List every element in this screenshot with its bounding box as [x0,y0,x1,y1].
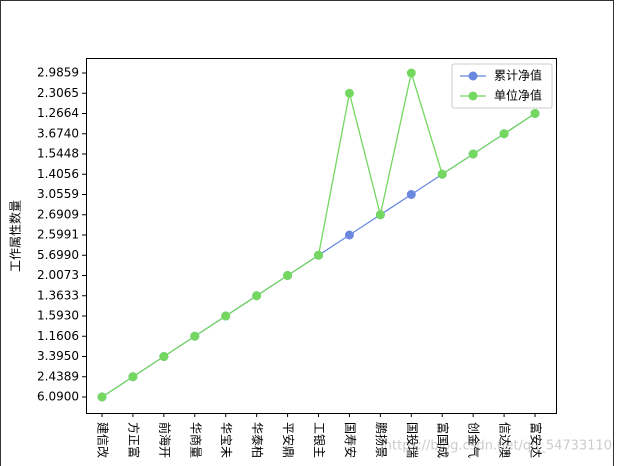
marker [221,311,231,321]
x-tick-label: 前海开 [157,422,172,458]
marker [406,190,416,199]
marker [344,88,354,98]
marker [283,271,293,280]
y-tick-label: 5.6990 [37,248,79,262]
y-tick-label: 1.2664 [37,106,79,120]
x-tick-label: 富国成 [436,422,451,458]
marker [159,352,169,361]
y-tick-label: 3.6740 [37,126,79,140]
y-axis-label: 工作属性数量 [8,200,23,272]
x-tick-label: 华商量 [188,422,203,458]
x-tick-label: 国寿安 [343,422,358,458]
x-tick-label: 创金气 [467,422,482,458]
marker [437,169,447,179]
marker [128,372,138,382]
y-tick-label: 3.3950 [37,349,79,363]
legend-label: 单位净值 [494,88,542,103]
x-tick-label: 国投瑞 [405,422,420,458]
y-tick-label: 2.4389 [37,369,79,383]
y-tick-label: 3.0559 [37,187,79,201]
marker [314,250,324,260]
y-tick-label: 1.4056 [37,167,79,181]
y-tick-label: 2.6909 [37,207,79,221]
x-tick-label: 方正富 [126,422,141,458]
watermark: https://blog.csdn.net/qq_54733110 [384,439,612,454]
marker [499,129,509,139]
x-tick-label: 建信改 [96,422,110,458]
plot-area [86,58,557,414]
x-tick-label: 富安达 [529,422,544,458]
marker [375,210,385,220]
y-tick-label: 1.5448 [37,147,79,161]
y-tick-label: 1.5930 [37,309,79,323]
legend-marker [468,71,478,81]
y-tick-label: 1.1606 [37,329,79,343]
x-tick-label: 华宝未 [219,422,233,458]
y-tick-label: 2.3065 [37,86,79,100]
marker [406,68,416,78]
x-tick-label: 鹏扬景 [374,422,389,458]
series-line [101,70,536,398]
y-tick-label: 6.0900 [37,390,79,404]
marker [252,291,262,301]
legend-marker [468,91,478,101]
y-tick-label: 2.9859 [37,66,79,80]
marker [190,331,200,341]
marker [344,230,354,240]
marker [97,392,107,402]
marker [530,109,540,118]
x-tick-label: 信达澳 [498,422,512,458]
x-tick-label: 工银主 [312,422,326,458]
legend-label: 累计净值 [494,68,542,83]
marker [468,149,478,159]
x-tick-label: 华泰柏 [250,422,265,458]
y-tick-label: 2.5991 [37,228,79,242]
y-tick-label: 1.3633 [37,288,79,302]
x-tick-label: 平安鼎 [281,422,296,458]
y-tick-label: 2.0073 [37,268,79,282]
